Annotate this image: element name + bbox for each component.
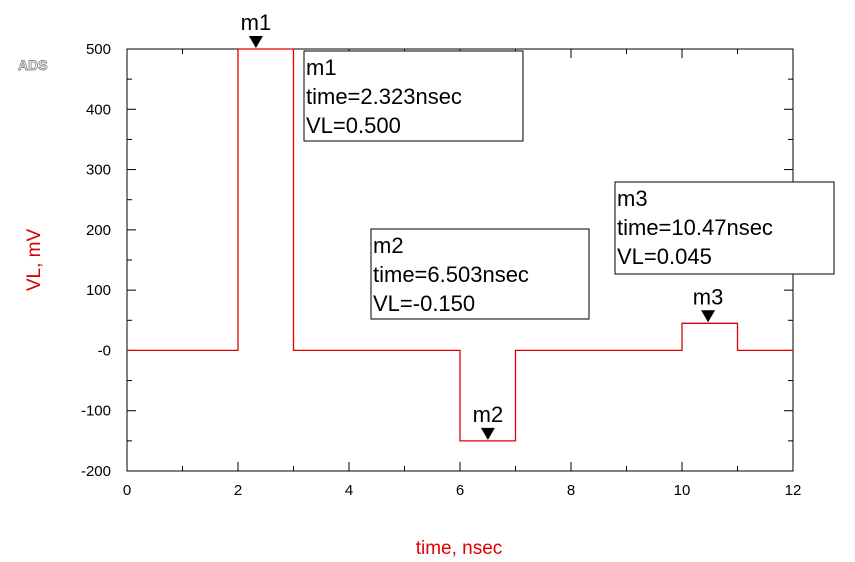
x-tick-label: 6 <box>456 482 464 499</box>
x-tick-label: 12 <box>785 482 802 499</box>
x-tick-label: 8 <box>567 482 575 499</box>
x-tick-label: 4 <box>345 482 353 499</box>
x-tick-label: 2 <box>234 482 242 499</box>
readout-line: VL=0.045 <box>617 244 712 269</box>
marker-m1-label: m1 <box>241 10 272 35</box>
readout-box-frame <box>370 228 590 320</box>
readout-line: time=10.47nsec <box>617 215 773 240</box>
x-axis-label: time, nsec <box>416 538 503 559</box>
y-tick-label: -200 <box>81 463 111 480</box>
box-layer: m1 time=2.323nsec VL=0.500 m2 time=6.503nsec… <box>303 50 835 320</box>
readout-line: m3 <box>617 186 648 211</box>
marker-m3-label: m3 <box>693 284 724 309</box>
marker-m2-label: m2 <box>473 402 504 427</box>
y-tick-label: -0 <box>98 342 111 359</box>
readout-box-m2: m2 time=6.503nsec VL=-0.150 <box>370 228 590 320</box>
readout-box-frame <box>614 181 835 275</box>
y-tick-label: 300 <box>86 162 111 179</box>
marker-m3-triangle <box>701 310 716 323</box>
readout-box-m1: m1 time=2.323nsec VL=0.500 <box>303 50 524 142</box>
readout-line: time=6.503nsec <box>373 262 529 287</box>
y-tick-label: -100 <box>81 403 111 420</box>
axis-layer: 0 2 4 6 8 10 12 -200 -100 -0 100 200 300 400 500 <box>81 41 801 499</box>
readout-line: VL=-0.150 <box>373 291 475 316</box>
readout-line: m2 <box>373 233 404 258</box>
y-tick-label: 400 <box>86 101 111 118</box>
y-tick-label: 200 <box>86 222 111 239</box>
y-tick-label: 100 <box>86 282 111 299</box>
x-tick-label: 10 <box>674 482 691 499</box>
marker-layer: m1 m2 m3 <box>241 10 724 440</box>
readout-box-frame <box>303 50 524 142</box>
marker-m2-triangle <box>480 427 495 440</box>
trace-layer <box>127 48 793 442</box>
y-axis-label: VL, mV <box>24 229 45 292</box>
marker-m1-triangle <box>248 36 263 48</box>
x-tick-label: 0 <box>123 482 131 499</box>
y-tick-label: 500 <box>86 41 111 58</box>
readout-line: time=2.323nsec <box>306 84 462 109</box>
ads-logo: ADS <box>18 57 48 73</box>
readout-line: m1 <box>306 55 337 80</box>
trace-line-0 <box>127 48 793 442</box>
readout-line: VL=0.500 <box>306 113 401 138</box>
readout-box-m3: m3 time=10.47nsec VL=0.045 <box>614 181 835 275</box>
